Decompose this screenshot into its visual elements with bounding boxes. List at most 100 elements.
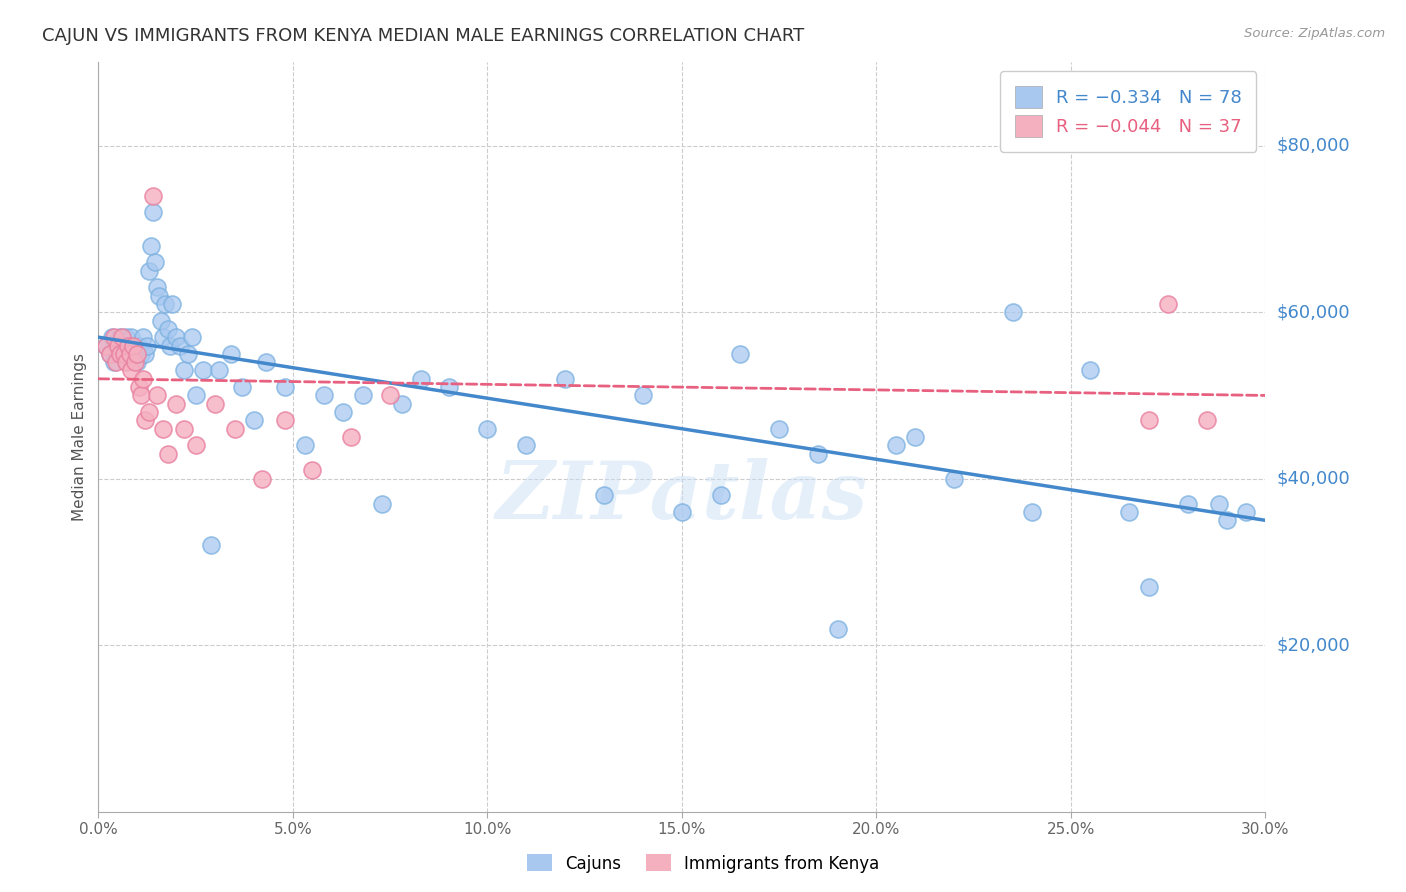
Point [224, 422, 246, 436]
Text: ZIPatlas: ZIPatlas [496, 458, 868, 536]
Point [104, 355, 127, 369]
Point [143, 255, 166, 269]
Point [200, 538, 222, 552]
Legend: Cajuns, Immigrants from Kenya: Cajuns, Immigrants from Kenya [520, 847, 886, 880]
Point [152, 330, 174, 344]
Point [180, 330, 202, 344]
Point [1080, 363, 1102, 377]
Point [162, 297, 184, 311]
Point [312, 388, 335, 402]
Point [146, 388, 169, 402]
Text: $20,000: $20,000 [1277, 636, 1350, 654]
Point [1118, 505, 1140, 519]
Point [243, 413, 266, 427]
Point [112, 347, 135, 361]
Point [132, 330, 155, 344]
Text: $40,000: $40,000 [1277, 470, 1350, 488]
Point [593, 488, 616, 502]
Point [1137, 413, 1160, 427]
Point [149, 313, 172, 327]
Point [107, 347, 129, 361]
Point [114, 330, 136, 344]
Point [122, 347, 145, 361]
Point [631, 388, 654, 402]
Point [117, 338, 139, 352]
Point [219, 347, 242, 361]
Point [254, 355, 277, 369]
Point [173, 363, 195, 377]
Point [139, 238, 162, 252]
Point [111, 330, 134, 344]
Point [274, 413, 297, 427]
Point [134, 413, 156, 427]
Point [108, 330, 131, 344]
Point [1234, 505, 1257, 519]
Point [118, 347, 141, 361]
Point [104, 338, 127, 352]
Point [122, 338, 145, 352]
Point [1215, 513, 1237, 527]
Point [101, 330, 124, 344]
Point [294, 438, 316, 452]
Point [103, 330, 125, 344]
Point [121, 330, 143, 344]
Point [193, 363, 215, 377]
Point [1001, 305, 1024, 319]
Point [138, 263, 160, 277]
Point [142, 205, 165, 219]
Point [153, 297, 176, 311]
Point [127, 355, 149, 369]
Text: CAJUN VS IMMIGRANTS FROM KENYA MEDIAN MALE EARNINGS CORRELATION CHART: CAJUN VS IMMIGRANTS FROM KENYA MEDIAN MA… [42, 27, 804, 45]
Point [1195, 413, 1218, 427]
Point [159, 338, 181, 352]
Point [671, 505, 693, 519]
Point [477, 422, 499, 436]
Point [138, 405, 160, 419]
Point [169, 338, 191, 352]
Point [98, 347, 121, 361]
Point [148, 288, 170, 302]
Point [132, 372, 155, 386]
Point [173, 422, 195, 436]
Point [96, 338, 118, 352]
Point [136, 338, 159, 352]
Point [340, 430, 363, 444]
Point [134, 347, 156, 361]
Point [904, 430, 927, 444]
Point [184, 388, 207, 402]
Point [107, 338, 129, 352]
Point [710, 488, 733, 502]
Point [1021, 505, 1043, 519]
Point [124, 355, 146, 369]
Point [391, 397, 413, 411]
Point [111, 338, 134, 352]
Point [301, 463, 323, 477]
Point [165, 330, 187, 344]
Point [128, 380, 150, 394]
Point [274, 380, 297, 394]
Y-axis label: Median Male Earnings: Median Male Earnings [72, 353, 87, 521]
Point [112, 347, 135, 361]
Point [121, 363, 143, 377]
Point [371, 497, 394, 511]
Point [1137, 580, 1160, 594]
Point [437, 380, 460, 394]
Point [124, 338, 146, 352]
Point [730, 347, 752, 361]
Point [165, 397, 187, 411]
Point [129, 388, 152, 402]
Point [204, 397, 226, 411]
Point [250, 472, 273, 486]
Point [152, 422, 174, 436]
Point [184, 438, 207, 452]
Point [1208, 497, 1230, 511]
Legend: R = −0.334   N = 78, R = −0.044   N = 37: R = −0.334 N = 78, R = −0.044 N = 37 [1000, 71, 1257, 152]
Point [98, 347, 121, 361]
Point [807, 447, 830, 461]
Point [114, 355, 136, 369]
Point [1177, 497, 1199, 511]
Point [884, 438, 907, 452]
Point [157, 322, 180, 336]
Text: $60,000: $60,000 [1277, 303, 1350, 321]
Point [157, 447, 180, 461]
